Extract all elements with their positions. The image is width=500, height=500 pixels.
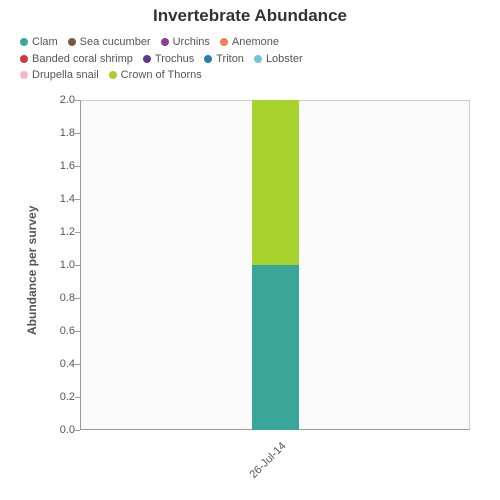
bar-segment bbox=[252, 100, 299, 265]
y-tick-label: 0.0 bbox=[50, 424, 75, 436]
y-tick-mark bbox=[75, 232, 80, 233]
y-axis-label: Abundance per survey bbox=[25, 206, 39, 335]
y-tick-label: 1.2 bbox=[50, 226, 75, 238]
y-tick-mark bbox=[75, 100, 80, 101]
y-tick-label: 1.6 bbox=[50, 160, 75, 172]
y-tick-label: 0.4 bbox=[50, 358, 75, 370]
chart-container: Invertebrate Abundance Clam Sea cucumber U… bbox=[0, 0, 500, 500]
legend-label: Triton bbox=[216, 51, 244, 68]
legend-swatch-icon bbox=[254, 55, 262, 63]
legend-item: Triton bbox=[204, 51, 244, 68]
y-tick-label: 0.8 bbox=[50, 292, 75, 304]
legend-label: Urchins bbox=[173, 34, 210, 51]
y-tick-mark bbox=[75, 430, 80, 431]
legend-swatch-icon bbox=[109, 71, 117, 79]
legend-label: Trochus bbox=[155, 51, 194, 68]
legend-swatch-icon bbox=[68, 38, 76, 46]
y-tick-mark bbox=[75, 298, 80, 299]
legend-label: Clam bbox=[32, 34, 58, 51]
y-tick-mark bbox=[75, 265, 80, 266]
legend-swatch-icon bbox=[20, 55, 28, 63]
legend-swatch-icon bbox=[143, 55, 151, 63]
legend-swatch-icon bbox=[20, 38, 28, 46]
legend-label: Lobster bbox=[266, 51, 303, 68]
y-tick-label: 1.4 bbox=[50, 193, 75, 205]
legend-item: Drupella snail bbox=[20, 67, 99, 84]
legend-item: Banded coral shrimp bbox=[20, 51, 133, 68]
y-tick-mark bbox=[75, 397, 80, 398]
legend-item: Trochus bbox=[143, 51, 194, 68]
y-tick-mark bbox=[75, 166, 80, 167]
legend-item: Lobster bbox=[254, 51, 303, 68]
legend-item: Sea cucumber bbox=[68, 34, 151, 51]
legend-swatch-icon bbox=[161, 38, 169, 46]
legend-swatch-icon bbox=[204, 55, 212, 63]
legend-label: Banded coral shrimp bbox=[32, 51, 133, 68]
y-tick-mark bbox=[75, 133, 80, 134]
legend-item: Anemone bbox=[220, 34, 279, 51]
bar-segment bbox=[252, 265, 299, 430]
legend-label: Anemone bbox=[232, 34, 279, 51]
y-tick-label: 2.0 bbox=[50, 94, 75, 106]
legend-item: Crown of Thorns bbox=[109, 67, 202, 84]
legend-label: Sea cucumber bbox=[80, 34, 151, 51]
legend-item: Urchins bbox=[161, 34, 210, 51]
x-tick-label: 26-Jul-14 bbox=[241, 440, 288, 487]
legend-label: Drupella snail bbox=[32, 67, 99, 84]
y-tick-mark bbox=[75, 364, 80, 365]
y-tick-label: 0.2 bbox=[50, 391, 75, 403]
y-tick-mark bbox=[75, 199, 80, 200]
y-tick-label: 1.0 bbox=[50, 259, 75, 271]
legend-label: Crown of Thorns bbox=[121, 67, 202, 84]
y-tick-label: 0.6 bbox=[50, 325, 75, 337]
y-tick-mark bbox=[75, 331, 80, 332]
legend-swatch-icon bbox=[20, 71, 28, 79]
legend-item: Clam bbox=[20, 34, 58, 51]
legend-swatch-icon bbox=[220, 38, 228, 46]
chart-title: Invertebrate Abundance bbox=[0, 6, 500, 26]
y-tick-label: 1.8 bbox=[50, 127, 75, 139]
legend: Clam Sea cucumber Urchins Anemone Banded cor… bbox=[20, 34, 480, 84]
